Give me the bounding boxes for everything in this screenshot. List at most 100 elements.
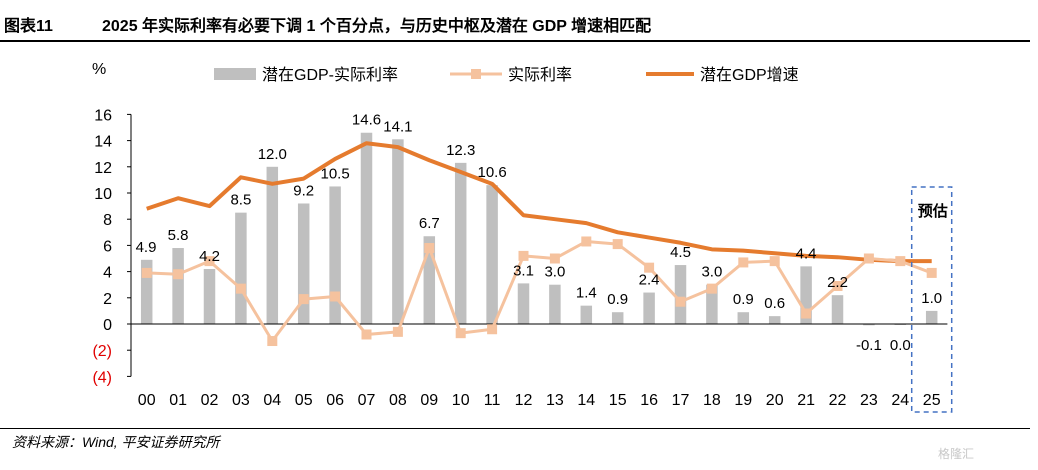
series-line-potential-gdp [146,141,932,264]
x-tick-label: 04 [263,392,281,409]
bar [549,284,561,324]
legend-swatch-gap [214,68,256,80]
bar [203,268,216,324]
bar [486,185,498,324]
real-rate-marker [549,253,560,264]
x-tick-label: 06 [326,392,344,409]
x-tick-label: 20 [766,392,784,409]
bar [768,316,781,324]
bar-value-label: 2.4 [639,272,660,289]
bar [454,162,467,324]
x-tick-label: 18 [703,392,721,409]
x-tick-label: 12 [515,392,533,409]
x-tick-label: 25 [923,392,941,409]
y-tick-label: (2) [92,343,112,360]
bar-value-label: 6.7 [419,215,440,232]
real-rate-marker [330,291,341,302]
y-tick-label: 12 [94,160,112,177]
bar [863,324,875,326]
footer-rule [0,428,1030,429]
bar-value-label: 10.6 [477,164,506,181]
legend-marker-real-rate [471,69,481,79]
x-tick-label: 00 [138,392,156,409]
x-tick-label: 24 [891,392,909,409]
real-rate-marker [644,262,655,273]
bar-value-label: 3.0 [544,264,565,281]
figure-title: 2025 年实际利率有必要下调 1 个百分点，与历史中枢及潜在 GDP 增速相匹… [102,18,652,35]
x-tick-label: 19 [734,392,752,409]
bar-value-label: 4.2 [199,248,220,265]
bar [392,139,404,324]
bar [266,166,279,324]
y-tick-label: 0 [103,317,112,334]
bar [831,295,844,324]
bar-value-label: 10.5 [320,165,349,182]
bar-value-label: 0.6 [764,295,785,312]
x-tick-label: 09 [420,392,438,409]
bar [140,259,153,324]
y-tick-label: 4 [103,265,112,282]
real-rate-marker [581,236,592,247]
bar-value-label: -0.1 [856,337,882,354]
real-rate-marker [235,283,246,294]
y-tick-label: 16 [94,107,112,124]
forecast-box [910,186,953,413]
x-tick-label: 17 [672,392,690,409]
real-rate-marker [392,326,403,337]
bar-value-label: 12.3 [446,142,475,159]
y-tick-label: 8 [103,212,112,229]
bar-value-label: 4.5 [670,244,691,261]
real-rate-marker [895,256,906,267]
x-tick-label: 07 [358,392,376,409]
bar-value-label: 8.5 [230,192,251,209]
real-rate-marker [173,269,184,280]
real-rate-marker [267,336,278,347]
bar-value-label: 3.0 [701,264,722,281]
real-rate-marker [738,257,749,268]
bar [611,312,624,324]
bar [172,248,184,324]
bar-value-label: 14.1 [383,118,412,135]
y-tick-label: 2 [103,291,112,308]
real-rate-marker [675,296,686,307]
bar [297,203,310,324]
real-rate-marker [518,250,529,261]
forecast-label: 预估 [918,202,948,220]
bar-value-label: 12.0 [258,146,287,163]
x-tick-label: 23 [860,392,878,409]
y-unit-label: % [92,61,106,78]
bar-value-label: 4.9 [136,239,157,256]
real-rate-marker [141,267,152,278]
x-tick-label: 22 [829,392,847,409]
figure-label: 图表11 [4,18,53,35]
x-tick-label: 05 [295,392,313,409]
real-rate-marker [204,256,215,267]
x-tick-label: 08 [389,392,407,409]
y-tick-label: 6 [103,238,112,255]
real-rate-marker [801,308,812,319]
bar-value-label: 14.6 [352,112,381,129]
bar [643,292,655,324]
x-tick-label: 03 [232,392,250,409]
bar-value-label: 0.0 [890,337,911,354]
bar-value-label: 2.2 [827,274,848,291]
real-rate-marker [863,253,874,264]
x-tick-label: 15 [609,392,627,409]
figure-title-bar: 图表11 2025 年实际利率有必要下调 1 个百分点，与历史中枢及潜在 GDP… [0,12,1036,38]
x-tick-label: 11 [484,392,501,409]
bar [674,265,687,324]
y-tick-label: 10 [94,186,112,203]
real-rate-marker [926,267,937,278]
real-rate-marker [455,328,466,339]
bar-value-label: 4.4 [796,245,817,262]
real-rate-marker [769,256,780,267]
real-rate-marker [424,243,435,254]
bar-value-label: 3.1 [513,262,534,279]
bar-value-label: 0.9 [733,291,754,308]
bar [580,305,593,324]
legend-label-potential-gdp: 潜在GDP增速 [700,66,799,84]
bar-value-label: 1.0 [921,290,942,307]
bar [329,186,341,324]
x-tick-label: 16 [640,392,658,409]
